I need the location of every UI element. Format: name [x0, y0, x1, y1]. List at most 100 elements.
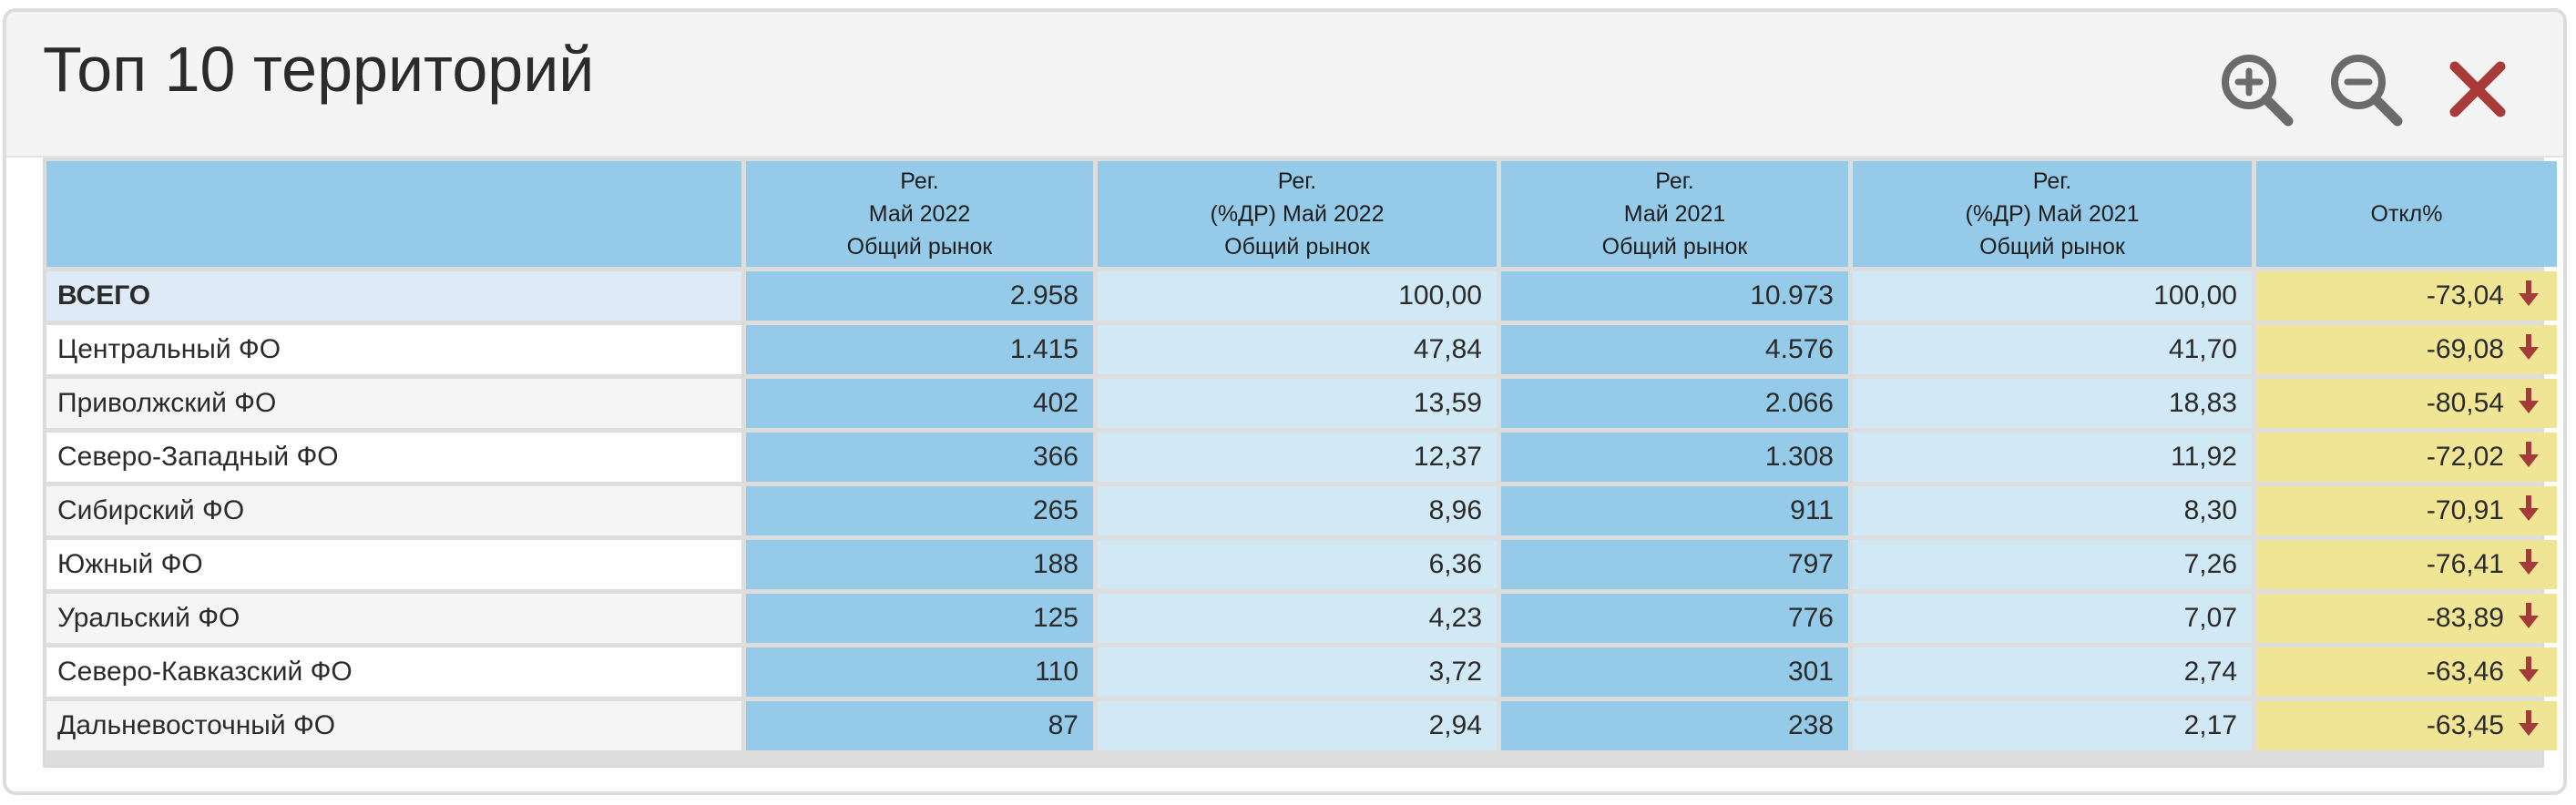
- pct-may-2021-cell-value: 2,74: [2183, 657, 2237, 687]
- reg-may-2021-cell: 776: [1501, 594, 1848, 643]
- arrow-down-icon: [2517, 279, 2540, 308]
- column-header-territory[interactable]: [46, 161, 741, 267]
- deviation-cell-value: -70,91: [2426, 495, 2504, 525]
- reg-may-2022-cell: 402: [746, 379, 1093, 428]
- column-header-line: [2256, 165, 2557, 198]
- column-header-line: Май 2021: [1623, 201, 1726, 227]
- table-row-total[interactable]: ВСЕГО 2.958 100,00 10.973 100,00 -73,04: [46, 271, 2557, 321]
- territory-name-cell: Центральный ФО: [46, 325, 741, 374]
- territory-name-cell: Южный ФО: [46, 540, 741, 589]
- table-header-row: Рег. Май 2022 Общий рынок Рег. (%ДР) Май 202…: [46, 161, 2557, 267]
- pct-may-2021-cell: 7,26: [1853, 540, 2252, 589]
- table-row[interactable]: Дальневосточный ФО 87 2,94 238 2,17 -63,45: [46, 701, 2557, 750]
- territory-name-cell-value: Северо-Западный ФО: [57, 442, 339, 472]
- territory-name-cell: Дальневосточный ФО: [46, 701, 741, 750]
- pct-may-2022-cell: 3,72: [1098, 647, 1497, 697]
- reg-may-2022-cell-value: 1.415: [1009, 334, 1078, 364]
- territory-name-cell-value: ВСЕГО: [57, 280, 151, 311]
- reg-may-2022-cell: 188: [746, 540, 1093, 589]
- reg-may-2022-cell-value: 366: [1032, 442, 1078, 472]
- pct-may-2022-cell-value: 4,23: [1428, 603, 1482, 633]
- column-header-line: (%ДР) Май 2021: [1965, 201, 2140, 227]
- reg-may-2022-cell: 1.415: [746, 325, 1093, 374]
- reg-may-2021-cell-value: 776: [1787, 603, 1834, 633]
- pct-may-2021-cell: 2,17: [1853, 701, 2252, 750]
- reg-may-2022-cell: 125: [746, 594, 1093, 643]
- arrow-down-icon: [2517, 386, 2540, 415]
- column-header-pct-may-2022[interactable]: Рег. (%ДР) Май 2022 Общий рынок: [1098, 161, 1497, 267]
- pct-may-2022-cell-value: 2,94: [1428, 710, 1482, 740]
- deviation-cell-value: -80,54: [2426, 388, 2504, 418]
- arrow-down-icon: [2517, 655, 2540, 684]
- column-header-deviation[interactable]: Откл%: [2256, 161, 2557, 267]
- reg-may-2022-cell-value: 265: [1032, 495, 1078, 525]
- zoom-out-button[interactable]: [2325, 48, 2407, 130]
- pct-may-2022-cell-value: 13,59: [1413, 388, 1482, 418]
- table-row[interactable]: Центральный ФО 1.415 47,84 4.576 41,70 -69,08: [46, 325, 2557, 374]
- pct-may-2022-cell-value: 12,37: [1413, 442, 1482, 472]
- reg-may-2021-cell: 2.066: [1501, 379, 1848, 428]
- pct-may-2022-cell: 4,23: [1098, 594, 1497, 643]
- column-header-pct-may-2021[interactable]: Рег. (%ДР) Май 2021 Общий рынок: [1853, 161, 2252, 267]
- reg-may-2021-cell: 911: [1501, 486, 1848, 535]
- pct-may-2022-cell-value: 100,00: [1398, 280, 1482, 311]
- reg-may-2022-cell-value: 2.958: [1009, 280, 1078, 311]
- table-row[interactable]: Приволжский ФО 402 13,59 2.066 18,83 -80,54: [46, 379, 2557, 428]
- deviation-cell: -63,46: [2256, 647, 2557, 697]
- column-header-reg-may-2022[interactable]: Рег. Май 2022 Общий рынок: [746, 161, 1093, 267]
- territory-name-cell-value: Центральный ФО: [57, 334, 281, 364]
- deviation-cell: -70,91: [2256, 486, 2557, 535]
- arrow-down-icon: [2517, 601, 2540, 630]
- table-body: ВСЕГО 2.958 100,00 10.973 100,00 -73,04 Центра…: [46, 271, 2557, 750]
- panel-header: Топ 10 территорий: [6, 12, 2563, 158]
- reg-may-2022-cell-value: 125: [1032, 603, 1078, 633]
- reg-may-2022-cell: 265: [746, 486, 1093, 535]
- deviation-cell-value: -63,46: [2426, 657, 2504, 687]
- territory-name-cell-value: Северо-Кавказский ФО: [57, 657, 353, 687]
- table-row[interactable]: Южный ФО 188 6,36 797 7,26 -76,41: [46, 540, 2557, 589]
- pct-may-2021-cell: 7,07: [1853, 594, 2252, 643]
- pct-may-2021-cell: 11,92: [1853, 433, 2252, 482]
- reg-may-2022-cell-value: 188: [1032, 549, 1078, 579]
- reg-may-2022-cell-value: 110: [1035, 657, 1078, 687]
- deviation-cell-value: -83,89: [2426, 603, 2504, 633]
- pct-may-2021-cell-value: 7,07: [2183, 603, 2237, 633]
- pct-may-2021-cell-value: 11,92: [2171, 442, 2237, 472]
- table-row[interactable]: Сибирский ФО 265 8,96 911 8,30 -70,91: [46, 486, 2557, 535]
- reg-may-2021-cell-value: 301: [1787, 657, 1834, 687]
- deviation-cell: -69,08: [2256, 325, 2557, 374]
- column-header-line: [46, 198, 741, 230]
- close-button[interactable]: [2437, 48, 2519, 130]
- reg-may-2021-cell-value: 10.973: [1750, 280, 1834, 311]
- arrow-down-icon: [2517, 332, 2540, 362]
- reg-may-2021-cell-value: 4.576: [1764, 334, 1834, 364]
- reg-may-2022-cell-value: 402: [1032, 388, 1078, 418]
- column-header-line: Общий рынок: [1979, 234, 2125, 260]
- reg-may-2021-cell: 301: [1501, 647, 1848, 697]
- table-row[interactable]: Северо-Западный ФО 366 12,37 1.308 11,92 -72,…: [46, 433, 2557, 482]
- pct-may-2022-cell: 6,36: [1098, 540, 1497, 589]
- territory-name-cell: Сибирский ФО: [46, 486, 741, 535]
- zoom-out-icon: [2331, 55, 2403, 127]
- reg-may-2021-cell: 797: [1501, 540, 1848, 589]
- deviation-cell-value: -63,45: [2426, 710, 2504, 740]
- reg-may-2021-cell: 10.973: [1501, 271, 1848, 321]
- pct-may-2022-cell: 47,84: [1098, 325, 1497, 374]
- column-header-line: [2256, 230, 2557, 263]
- territory-name-cell: Северо-Западный ФО: [46, 433, 741, 482]
- deviation-cell: -83,89: [2256, 594, 2557, 643]
- column-header-line: Общий рынок: [1601, 234, 1748, 260]
- column-header-reg-may-2021[interactable]: Рег. Май 2021 Общий рынок: [1501, 161, 1848, 267]
- table-row[interactable]: Северо-Кавказский ФО 110 3,72 301 2,74 -63,46: [46, 647, 2557, 697]
- arrow-down-icon: [2517, 708, 2540, 738]
- deviation-cell: -73,04: [2256, 271, 2557, 321]
- pct-may-2022-cell: 12,37: [1098, 433, 1497, 482]
- deviation-cell: -72,02: [2256, 433, 2557, 482]
- arrow-down-icon: [2517, 494, 2540, 523]
- column-header-line: Рег.: [1655, 168, 1694, 194]
- reg-may-2021-cell: 1.308: [1501, 433, 1848, 482]
- table-row[interactable]: Уральский ФО 125 4,23 776 7,07 -83,89: [46, 594, 2557, 643]
- pct-may-2021-cell: 2,74: [1853, 647, 2252, 697]
- zoom-in-button[interactable]: [2215, 48, 2297, 130]
- pct-may-2021-cell-value: 8,30: [2183, 495, 2237, 525]
